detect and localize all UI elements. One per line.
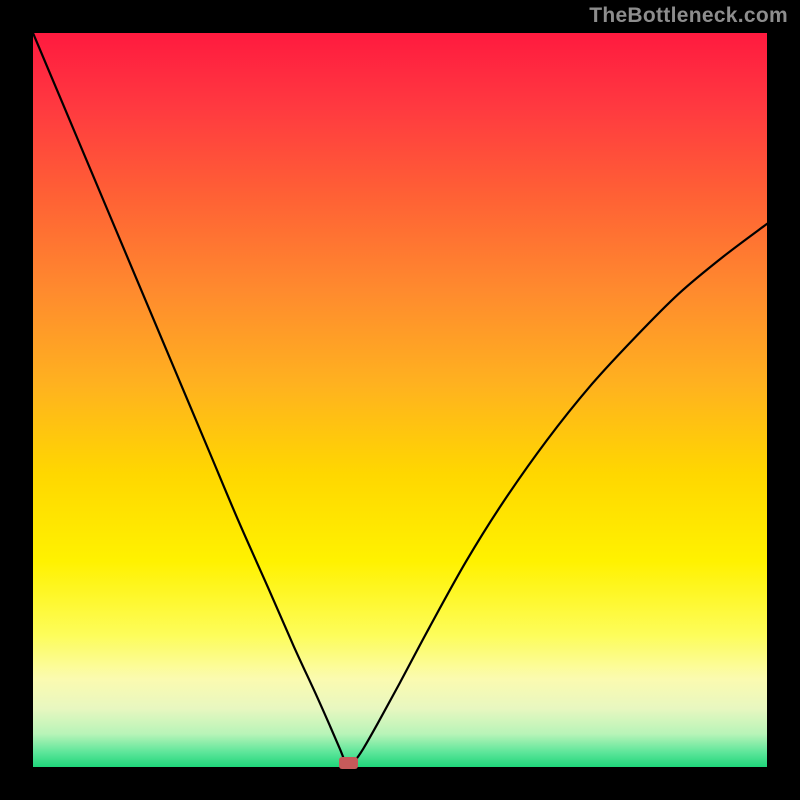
minimum-marker: [339, 757, 358, 769]
plot-background: [33, 33, 767, 767]
chart-canvas: TheBottleneck.com: [0, 0, 800, 800]
bottleneck-chart: [33, 33, 767, 767]
watermark-text: TheBottleneck.com: [589, 4, 788, 28]
